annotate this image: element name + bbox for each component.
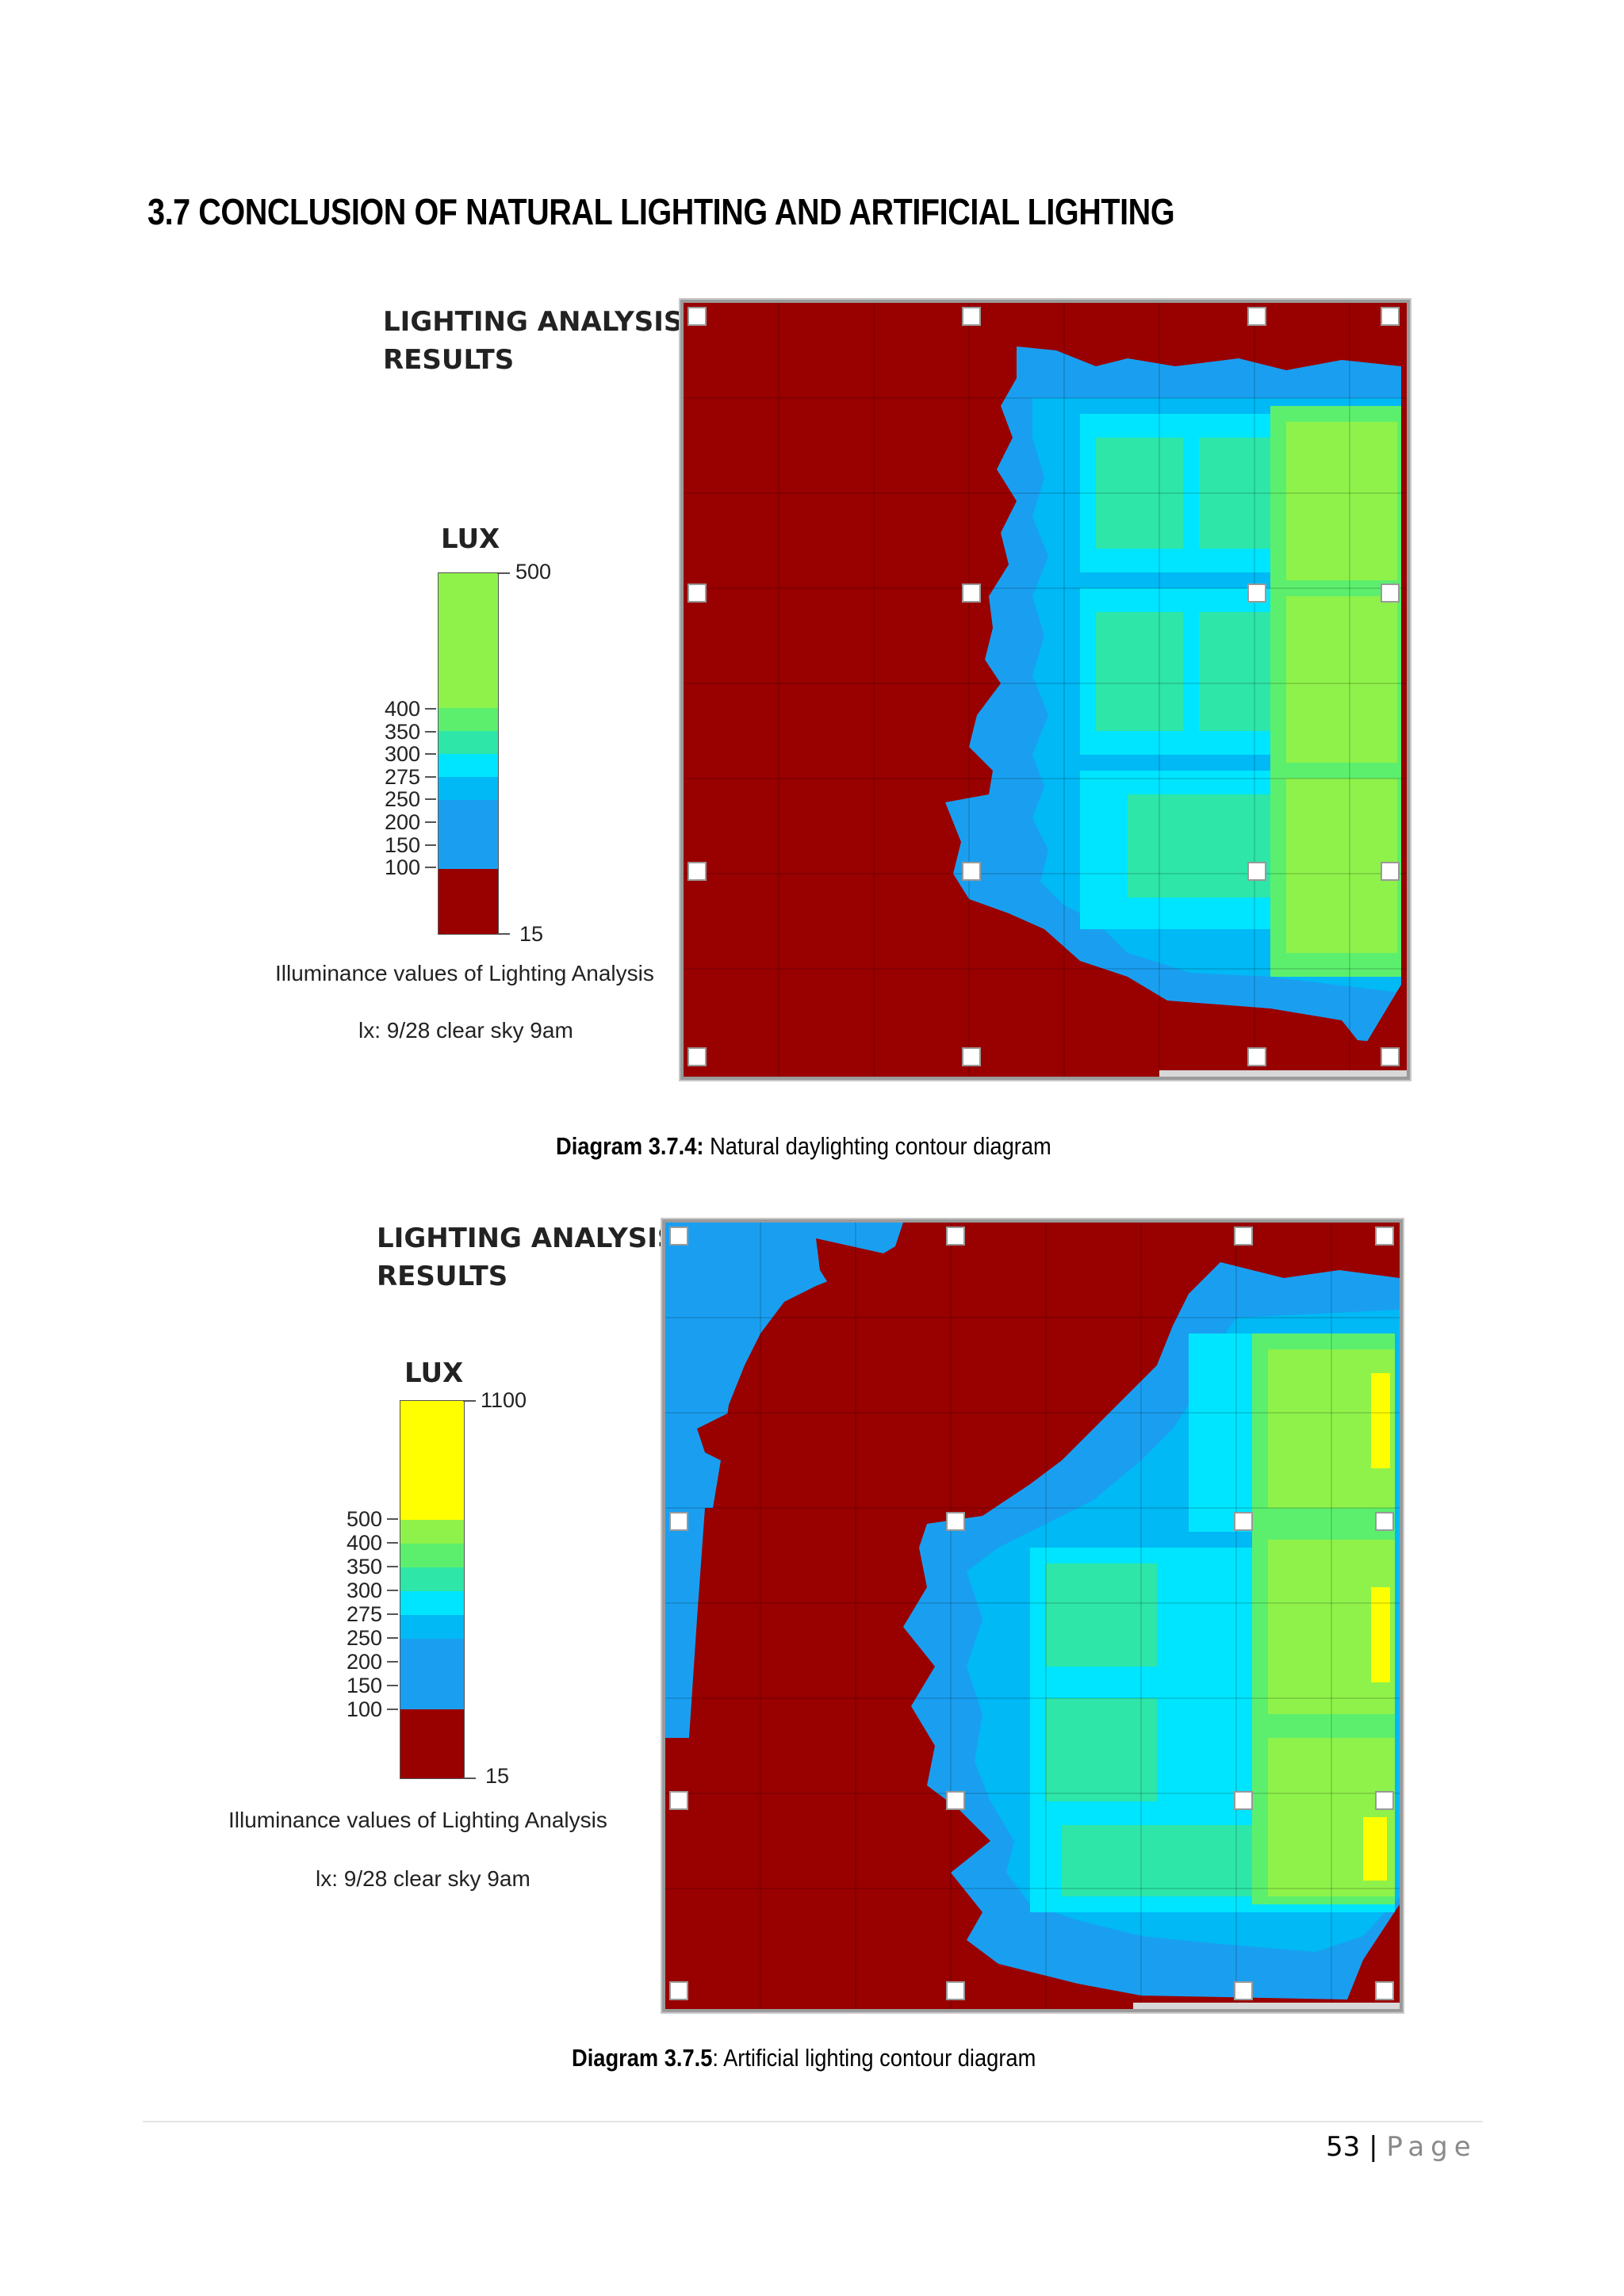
scale-tick: 350 <box>365 721 436 743</box>
scale-tick-mark <box>425 821 436 823</box>
diagram-caption-1: Diagram 3.7.4: Natural daylighting conto… <box>556 1132 1051 1161</box>
scale-tick-mark <box>425 775 436 778</box>
scale-tick-mark <box>425 844 436 846</box>
scale-top-label: 1100 <box>481 1388 527 1412</box>
scale-tick-label: 400 <box>346 1531 382 1555</box>
legend-subcaption: lx: 9/28 clear sky 9am <box>316 1866 530 1891</box>
scale-tick-mark <box>387 1661 398 1663</box>
scale-tick-label: 150 <box>346 1674 382 1697</box>
section-heading: 3.7 CONCLUSION OF NATURAL LIGHTING AND A… <box>147 191 1175 232</box>
scale-tick-label: 250 <box>384 787 420 812</box>
scale-bottom-label: 15 <box>485 1764 510 1788</box>
color-scale-bar <box>400 1400 465 1779</box>
scale-tick-label: 400 <box>384 697 420 721</box>
scale-tick-mark <box>387 1637 398 1639</box>
page-footer: 53 | Page <box>1326 2131 1477 2163</box>
scale-bottom-tick <box>497 933 510 935</box>
scale-tick-mark <box>425 867 436 869</box>
scale-tick: 500 <box>327 1508 398 1530</box>
scale-top-label: 500 <box>515 560 552 584</box>
scale-tick-label: 200 <box>384 810 420 834</box>
scale-tick: 150 <box>327 1674 398 1697</box>
footer-divider <box>143 2121 1483 2122</box>
contour-plan-natural <box>680 300 1410 1080</box>
scale-top-tick <box>497 572 510 574</box>
scale-tick-mark <box>425 730 436 733</box>
page-separator: | <box>1369 2131 1378 2163</box>
scale-tick: 100 <box>365 856 436 878</box>
scale-tick: 150 <box>365 834 436 856</box>
legend-title-line1: LIGHTING ANALYSIS <box>377 1223 677 1254</box>
color-scale-bar <box>438 572 499 935</box>
legend-title-1: LIGHTING ANALYSIS RESULTS <box>383 303 683 379</box>
scale-tick-mark <box>387 1613 398 1615</box>
scale-tick-mark <box>387 1518 398 1520</box>
scale-tick-mark <box>425 753 436 756</box>
caption-number: Diagram 3.7.5 <box>572 2044 713 2072</box>
legend-title-2: LIGHTING ANALYSIS RESULTS <box>377 1219 676 1295</box>
scale-tick-label: 350 <box>346 1555 382 1578</box>
caption-text: : Artificial lighting contour diagram <box>712 2044 1036 2072</box>
caption-text: Natural daylighting contour diagram <box>703 1132 1051 1160</box>
scale-tick-label: 250 <box>346 1626 382 1650</box>
scale-tick-label: 275 <box>384 764 420 789</box>
scale-tick: 300 <box>327 1579 398 1601</box>
legend-title-line2: RESULTS <box>383 344 515 376</box>
scale-tick-mark <box>425 708 436 710</box>
contour-plan-artificial <box>662 1219 1403 2012</box>
scale-tick-mark <box>387 1685 398 1686</box>
legend-caption: Illuminance values of Lighting Analysis <box>228 1808 607 1832</box>
scale-tick: 350 <box>327 1556 398 1578</box>
scale-tick: 400 <box>365 698 436 720</box>
scale-tick: 200 <box>327 1651 398 1673</box>
scale-tick-label: 300 <box>384 742 420 767</box>
scale-tick-label: 275 <box>346 1602 382 1626</box>
diagram-caption-2: Diagram 3.7.5: Artificial lighting conto… <box>572 2044 1036 2072</box>
scale-tick: 250 <box>327 1627 398 1649</box>
scale-tick-mark <box>387 1566 398 1567</box>
scale-tick: 275 <box>327 1603 398 1625</box>
scale-tick-mark <box>387 1590 398 1591</box>
scale-tick-label: 150 <box>384 832 420 857</box>
scale-tick: 200 <box>365 811 436 833</box>
legend-title-line2: RESULTS <box>377 1261 508 1292</box>
scale-tick: 400 <box>327 1532 398 1554</box>
scale-tick-mark <box>387 1542 398 1544</box>
page-number: 53 <box>1326 2131 1361 2163</box>
scale-top-tick <box>463 1400 476 1402</box>
scale-tick-label: 100 <box>384 855 420 880</box>
scale-tick-mark <box>387 1709 398 1710</box>
legend-caption: Illuminance values of Lighting Analysis <box>275 961 654 985</box>
unit-label: LUX <box>441 523 500 555</box>
scale-tick-label: 200 <box>346 1650 382 1674</box>
scale-tick-label: 350 <box>384 719 420 744</box>
scale-tick: 275 <box>365 766 436 788</box>
scale-tick-label: 300 <box>346 1578 382 1602</box>
legend-title-line1: LIGHTING ANALYSIS <box>383 306 684 338</box>
unit-label: LUX <box>404 1357 464 1389</box>
scale-tick-label: 100 <box>346 1697 382 1721</box>
legend-subcaption: lx: 9/28 clear sky 9am <box>358 1018 573 1043</box>
scale-tick: 300 <box>365 743 436 765</box>
scale-bottom-label: 15 <box>519 922 544 946</box>
scale-bottom-tick <box>463 1777 476 1779</box>
scale-tick-label: 500 <box>346 1507 382 1531</box>
scale-tick-mark <box>425 798 436 801</box>
caption-number: Diagram 3.7.4: <box>556 1132 704 1160</box>
scale-tick: 250 <box>365 788 436 810</box>
scale-tick: 100 <box>327 1698 398 1720</box>
page-word: Page <box>1386 2131 1477 2163</box>
